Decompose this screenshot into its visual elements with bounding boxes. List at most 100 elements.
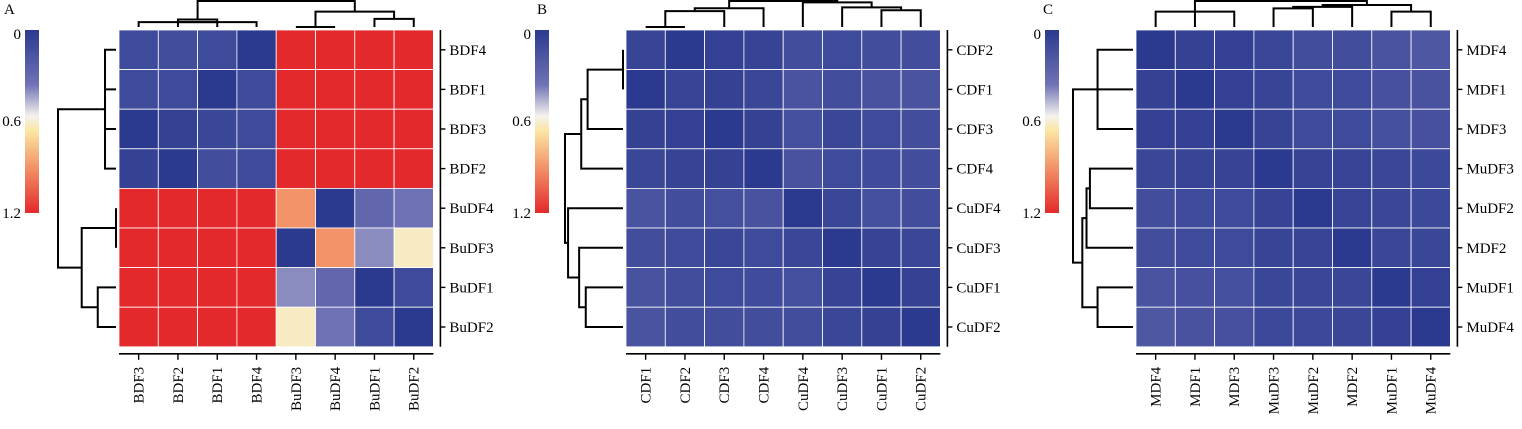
heatmap-cell — [1135, 148, 1176, 189]
row-dendrogram-branch-3 — [584, 286, 623, 328]
column-label: BuDF4 — [328, 366, 344, 411]
heatmap-cell — [157, 187, 199, 229]
heatmap-cell — [861, 29, 902, 70]
heatmap-cell — [1292, 148, 1333, 189]
row-axis: BDF4 BDF1 BDF3 BDF2 BuDF4 BuDF3 BuDF1 BuDF2 — [439, 30, 494, 347]
heatmap-cell — [157, 306, 199, 348]
heatmap-cell — [1135, 306, 1176, 348]
heatmap-cell — [743, 29, 784, 70]
row-dendrogram-branch-3 — [1088, 167, 1133, 210]
column-label: CDF1 — [639, 367, 655, 404]
heatmap-cell — [704, 306, 745, 348]
row-dendrogram-branch-6 — [57, 108, 100, 269]
heatmap-cell — [1332, 29, 1373, 70]
heatmap-cell — [315, 29, 356, 70]
heatmap-cell — [625, 187, 666, 229]
colorbar-tick-label: 1.2 — [1022, 206, 1041, 222]
row-dendrogram-branch-4 — [96, 286, 116, 328]
heatmap-cell — [236, 227, 277, 268]
column-label: MuDF4 — [1424, 366, 1440, 414]
column-dendrogram-branch-6 — [196, 0, 356, 20]
heatmap-cell — [1371, 69, 1412, 110]
heatmap-cell — [900, 148, 941, 189]
heatmap-cell — [900, 108, 941, 150]
heatmap-cell — [900, 267, 941, 308]
heatmap-cell — [354, 306, 395, 348]
heatmap-cell — [861, 69, 902, 110]
row-label: MuDF4 — [1466, 320, 1514, 336]
column-label: MDF3 — [1227, 367, 1243, 407]
column-label: MuDF2 — [1306, 367, 1322, 415]
heatmap-cell — [1371, 267, 1412, 308]
column-label: MuDF1 — [1384, 367, 1400, 415]
colorbar-tick-label: 0.6 — [1022, 114, 1041, 130]
row-axis: MDF4 MDF1 MDF3 MuDF3 MuDF2 MDF2 MuDF1 MuDF4 — [1456, 30, 1514, 347]
row-dendrogram-branch-1 — [586, 68, 623, 130]
heatmap-cell — [1174, 148, 1216, 189]
heatmap-cell — [1135, 29, 1176, 70]
column-dendrogram-branch-4 — [1292, 5, 1354, 27]
heatmap-cell — [782, 29, 823, 70]
heatmap-cell — [1371, 227, 1412, 268]
heatmap-cell — [236, 148, 277, 189]
heatmap-cell — [1410, 227, 1451, 268]
heatmap-cell — [393, 69, 434, 110]
colorbar-tick-label: 1.2 — [512, 206, 531, 222]
column-label: MDF2 — [1345, 367, 1361, 407]
heatmap-cell — [1253, 267, 1294, 308]
heatmap-cell — [197, 306, 238, 348]
row-dendrogram-branch-0 — [104, 48, 116, 170]
column-dendrogram-branch-3 — [1272, 7, 1314, 27]
heatmap-cell — [393, 306, 434, 348]
row-label: CuDF2 — [956, 320, 1000, 336]
heatmap-cell — [822, 187, 863, 229]
heatmap-cell — [900, 69, 941, 110]
heatmap-cell — [1292, 108, 1333, 150]
heatmap-cell — [315, 227, 356, 268]
heatmap-cell — [743, 69, 784, 110]
row-label: BDF1 — [449, 82, 486, 98]
column-label: BuDF2 — [407, 367, 423, 411]
heatmap-cell — [861, 227, 902, 268]
column-dendrogram-branch-6 — [1193, 0, 1368, 11]
heatmap-cell — [1135, 267, 1176, 308]
row-dendrogram-branch-5 — [80, 227, 116, 309]
heatmap-cell — [704, 187, 745, 229]
heatmap-cell — [1253, 148, 1294, 189]
column-dendrogram-branch-5 — [801, 1, 873, 27]
column-label: CDF2 — [678, 367, 694, 404]
heatmap-cell — [704, 69, 745, 110]
heatmap-cell — [900, 227, 941, 268]
colorbar-gradient — [25, 30, 39, 213]
column-axis: BDF3 BDF2 BDF1 BDF4 BuDF3 BuDF4 BuDF1 BuDF2 — [119, 352, 434, 411]
heatmap-cell — [861, 267, 902, 308]
heatmap-cell — [197, 148, 238, 189]
heatmap-cell — [1214, 187, 1255, 229]
row-dendrogram — [1072, 48, 1133, 328]
heatmap-cell — [1135, 187, 1176, 229]
heatmap-cell — [1410, 267, 1451, 308]
row-label: MuDF3 — [1466, 162, 1514, 178]
panel-label: A — [4, 2, 15, 18]
row-label: CuDF4 — [956, 201, 1001, 217]
heatmap-cell — [1214, 108, 1255, 150]
heatmap-cell — [625, 29, 666, 70]
heatmap-cells — [625, 29, 941, 348]
colorbar-tick-label: 0 — [1034, 27, 1042, 43]
heatmap-cell — [1253, 108, 1294, 150]
heatmap-cell — [625, 69, 666, 110]
column-dendrogram-branch-2 — [1390, 10, 1432, 27]
heatmap-cell — [157, 227, 199, 268]
heatmap-cell — [625, 227, 666, 268]
heatmap-cell — [1292, 69, 1333, 110]
column-label: CuDF1 — [874, 367, 890, 411]
row-dendrogram — [57, 48, 117, 328]
heatmap-cell — [1292, 227, 1333, 268]
column-dendrogram — [137, 0, 415, 28]
heatmap-cell — [782, 227, 823, 268]
heatmap-cell — [315, 69, 356, 110]
heatmap-cell — [625, 306, 666, 348]
heatmap-cell — [900, 29, 941, 70]
heatmap-cell — [315, 108, 356, 150]
heatmap-cell — [354, 187, 395, 229]
